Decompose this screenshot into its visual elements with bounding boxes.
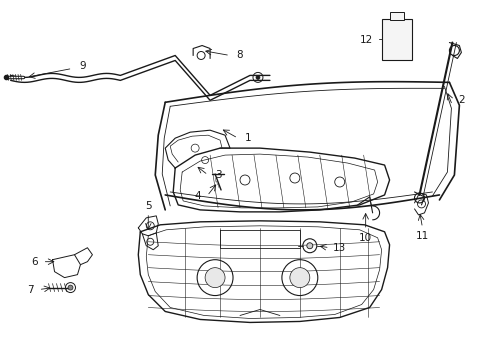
- Circle shape: [255, 75, 260, 80]
- Text: 5: 5: [144, 201, 151, 211]
- Text: 10: 10: [358, 233, 371, 243]
- Text: 11: 11: [415, 231, 428, 241]
- Text: 7: 7: [27, 284, 34, 294]
- Text: 12: 12: [359, 35, 372, 45]
- Text: 13: 13: [332, 243, 346, 253]
- Circle shape: [68, 285, 73, 290]
- Circle shape: [289, 268, 309, 288]
- Text: 9: 9: [79, 62, 85, 71]
- Text: 2: 2: [457, 95, 464, 105]
- Text: 4: 4: [194, 191, 201, 201]
- Bar: [381, 19, 411, 60]
- Text: 8: 8: [236, 50, 243, 60]
- Circle shape: [204, 268, 224, 288]
- Text: 1: 1: [244, 133, 251, 143]
- Text: 3: 3: [214, 170, 221, 180]
- Bar: [389, 12, 403, 20]
- Text: 6: 6: [31, 257, 38, 267]
- Circle shape: [306, 243, 312, 249]
